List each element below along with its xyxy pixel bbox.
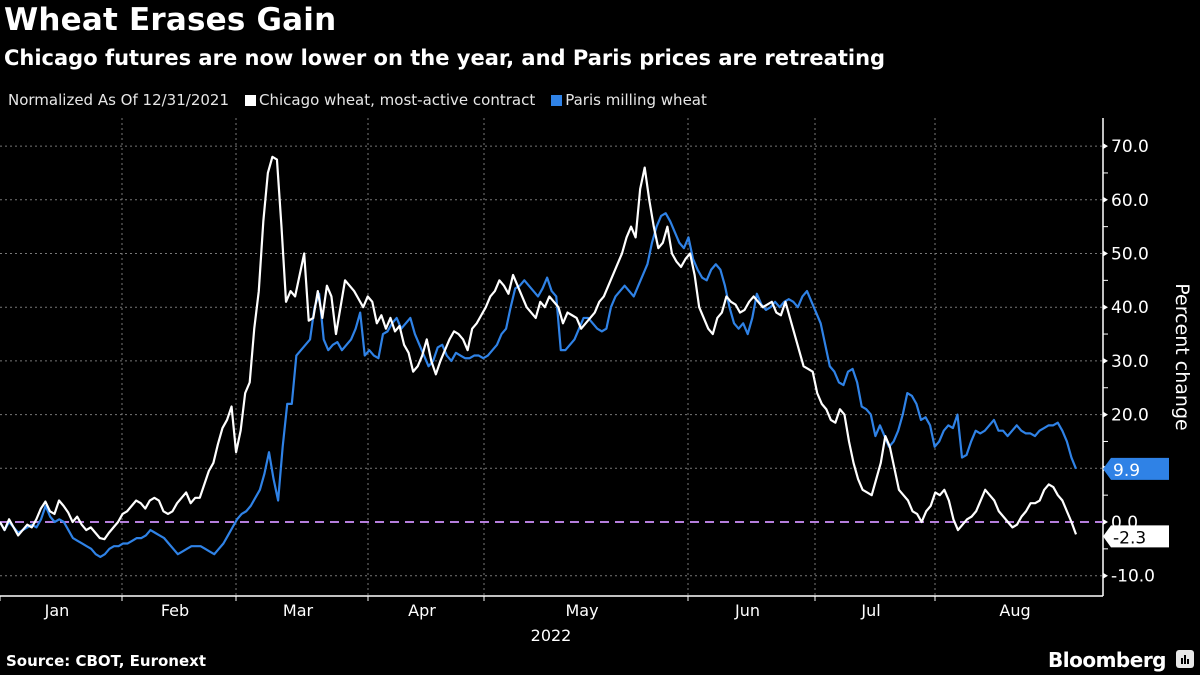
y-tick-mark	[1103, 572, 1108, 579]
series-line-chicago	[0, 155, 1078, 541]
source-note: Source: CBOT, Euronext	[6, 652, 207, 670]
end-label-box	[1103, 525, 1169, 548]
x-tick-label: Feb	[161, 601, 189, 620]
y-tick-mark	[1103, 519, 1108, 525]
end-labels: 9.9 -2.3	[1103, 457, 1169, 548]
y-tick-mark	[1103, 196, 1108, 203]
y-tick-mark	[1103, 250, 1108, 257]
axes: 70.060.050.040.030.020.010.00.0-10.0JanF…	[0, 118, 1155, 620]
legend-label-paris: Paris milling wheat	[565, 91, 707, 109]
end-label-text: 9.9	[1113, 461, 1140, 481]
legend-swatch-chicago	[245, 94, 256, 106]
y-tick-label: -10.0	[1111, 567, 1155, 587]
bloomberg-chart-icon	[1176, 650, 1194, 668]
bloomberg-logo: Bloomberg	[1048, 648, 1166, 672]
x-tick-label: Aug	[999, 601, 1030, 620]
y-tick-label: 30.0	[1111, 352, 1149, 372]
y-tick-label: 50.0	[1111, 245, 1149, 265]
x-tick-label: Mar	[283, 601, 314, 620]
legend-label-chicago: Chicago wheat, most-active contract	[259, 91, 536, 109]
x-tick-label: Jul	[860, 601, 880, 620]
series-lines	[0, 155, 1078, 559]
legend: Normalized As Of 12/31/2021 Chicago whea…	[8, 91, 707, 109]
y-tick-mark	[1103, 143, 1108, 150]
x-axis-year-label: 2022	[531, 626, 572, 645]
x-tick-label: Apr	[408, 601, 436, 620]
chart-subtitle: Chicago futures are now lower on the yea…	[4, 46, 886, 70]
series-line-paris	[0, 212, 1078, 559]
end-label-box	[1103, 457, 1169, 480]
legend-note: Normalized As Of 12/31/2021	[8, 91, 229, 109]
x-tick-label: May	[565, 601, 598, 620]
y-tick-mark	[1103, 304, 1108, 311]
legend-swatch-paris	[551, 94, 563, 106]
chart-title: Wheat Erases Gain	[4, 2, 337, 38]
y-tick-label: 60.0	[1111, 191, 1149, 211]
x-tick-label: Jun	[734, 601, 760, 620]
end-label-text: -2.3	[1113, 528, 1146, 548]
gridlines	[0, 118, 1103, 596]
y-tick-label: 40.0	[1111, 298, 1149, 318]
y-tick-label: 20.0	[1111, 406, 1149, 426]
y-tick-mark	[1103, 411, 1108, 418]
x-tick-label: Jan	[44, 601, 70, 620]
y-tick-label: 70.0	[1111, 137, 1149, 157]
y-axis-label: Percent change	[1171, 283, 1193, 430]
y-tick-mark	[1103, 357, 1108, 364]
